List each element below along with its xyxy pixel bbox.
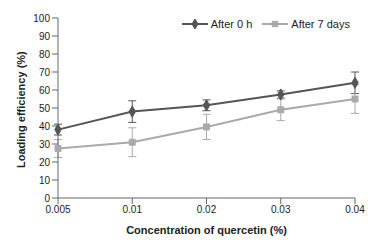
svg-text:0.04: 0.04: [345, 204, 365, 215]
svg-text:90: 90: [39, 31, 51, 42]
html-text:After 7 days: After 7 days: [291, 18, 350, 30]
svg-text:40: 40: [39, 121, 51, 132]
svg-text:0: 0: [44, 193, 50, 204]
svg-text:Loading efficiency (%): Loading efficiency (%): [15, 51, 27, 168]
svg-text:10: 10: [39, 175, 51, 186]
svg-text:30: 30: [39, 139, 51, 150]
svg-text:20: 20: [39, 157, 51, 168]
svg-text:80: 80: [39, 49, 51, 60]
svg-text:60: 60: [39, 85, 51, 96]
svg-text:70: 70: [39, 67, 51, 78]
svg-text:0.005: 0.005: [45, 204, 70, 215]
svg-text:Concentration of quercetin (%): Concentration of quercetin (%): [126, 224, 287, 236]
html-text:After 0 h: After 0 h: [210, 18, 253, 30]
svg-text:0.02: 0.02: [197, 204, 217, 215]
svg-text:0.01: 0.01: [123, 204, 143, 215]
svg-text:50: 50: [39, 103, 51, 114]
svg-text:100: 100: [33, 13, 50, 24]
svg-text:0.03: 0.03: [271, 204, 291, 215]
